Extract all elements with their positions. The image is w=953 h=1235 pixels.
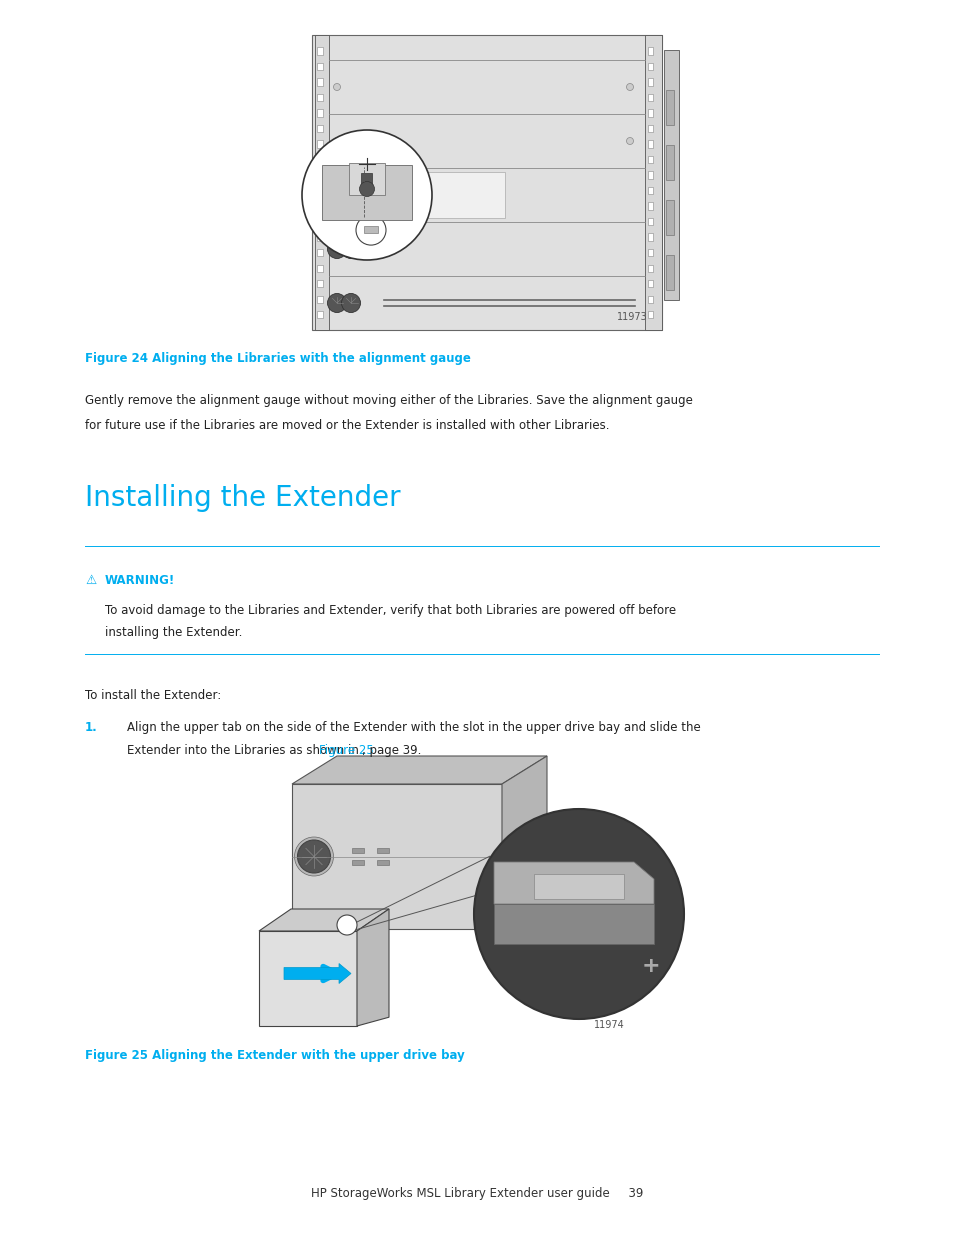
Bar [647, 156, 652, 163]
Circle shape [474, 809, 683, 1019]
Text: Figure 25: Figure 25 [318, 743, 374, 757]
Text: Gently remove the alignment gauge without moving either of the Libraries. Save t: Gently remove the alignment gauge withou… [85, 394, 692, 408]
Bar [647, 172, 652, 179]
Bar [317, 141, 323, 147]
Bar [317, 94, 323, 101]
Bar [665, 144, 673, 180]
Bar [534, 874, 623, 899]
Bar [663, 49, 679, 300]
Polygon shape [258, 909, 389, 931]
Bar [665, 254, 673, 290]
Bar [665, 90, 673, 125]
Bar [644, 35, 661, 330]
Circle shape [341, 240, 360, 258]
Circle shape [334, 137, 340, 144]
Polygon shape [494, 904, 654, 944]
Bar [647, 79, 652, 85]
Bar [317, 219, 323, 225]
Text: 11973: 11973 [616, 312, 647, 322]
Circle shape [334, 84, 340, 90]
Circle shape [626, 137, 633, 144]
Polygon shape [356, 909, 389, 1026]
Bar [376, 860, 389, 864]
Text: Figure 25 Aligning the Extender with the upper drive bay: Figure 25 Aligning the Extender with the… [85, 1049, 464, 1062]
Text: To avoid damage to the Libraries and Extender, verify that both Libraries are po: To avoid damage to the Libraries and Ext… [105, 604, 676, 618]
Polygon shape [501, 756, 546, 929]
Circle shape [626, 84, 633, 90]
Bar [317, 311, 323, 317]
Text: +: + [641, 956, 659, 976]
Bar [647, 295, 652, 303]
Bar [647, 264, 652, 272]
Text: Figure 24 Aligning the Libraries with the alignment gauge: Figure 24 Aligning the Libraries with th… [85, 352, 471, 366]
Text: WARNING!: WARNING! [105, 574, 175, 587]
Bar [352, 848, 364, 853]
Bar [317, 79, 323, 85]
Bar [647, 63, 652, 70]
Bar [647, 280, 652, 287]
Bar [647, 249, 652, 256]
Bar [317, 63, 323, 70]
Circle shape [355, 215, 386, 245]
Bar [361, 173, 372, 185]
Bar [376, 848, 389, 853]
Bar [647, 219, 652, 225]
Bar [317, 264, 323, 272]
Text: 1.: 1. [85, 721, 97, 734]
Text: HP StorageWorks MSL Library Extender user guide     39: HP StorageWorks MSL Library Extender use… [311, 1187, 642, 1200]
Text: ⚠: ⚠ [85, 574, 96, 587]
Bar [317, 125, 323, 132]
Bar [292, 784, 501, 929]
Circle shape [381, 189, 392, 200]
Circle shape [327, 294, 346, 312]
Circle shape [327, 240, 346, 258]
Bar [317, 172, 323, 179]
Circle shape [336, 915, 356, 935]
Bar [647, 186, 652, 194]
Text: Extender into the Libraries as shown in: Extender into the Libraries as shown in [127, 743, 362, 757]
FancyArrow shape [284, 963, 351, 983]
Text: To install the Extender:: To install the Extender: [85, 689, 221, 701]
Bar [647, 125, 652, 132]
Bar [317, 295, 323, 303]
Circle shape [341, 294, 360, 312]
Bar [349, 163, 385, 195]
Bar [317, 203, 323, 210]
Circle shape [297, 840, 330, 873]
Text: Align the upper tab on the side of the Extender with the slot in the upper drive: Align the upper tab on the side of the E… [127, 721, 700, 734]
Bar [647, 311, 652, 317]
Bar [352, 860, 364, 864]
Circle shape [359, 182, 375, 196]
Circle shape [302, 130, 432, 261]
Bar [312, 35, 661, 330]
Text: installing the Extender.: installing the Extender. [105, 626, 242, 638]
Bar [647, 47, 652, 54]
Polygon shape [494, 862, 654, 904]
Text: Installing the Extender: Installing the Extender [85, 484, 400, 513]
Circle shape [294, 837, 334, 876]
Bar [317, 249, 323, 256]
Bar [647, 233, 652, 241]
Bar [322, 165, 412, 220]
Bar [647, 94, 652, 101]
Polygon shape [292, 756, 546, 784]
Bar [665, 200, 673, 235]
Bar [317, 47, 323, 54]
Bar [317, 156, 323, 163]
Text: , page 39.: , page 39. [362, 743, 421, 757]
Bar [317, 280, 323, 287]
Bar [258, 931, 356, 1026]
Text: 11974: 11974 [593, 1020, 623, 1030]
Bar [647, 203, 652, 210]
Bar [317, 186, 323, 194]
Bar [314, 35, 329, 330]
Bar [647, 141, 652, 147]
Bar [317, 233, 323, 241]
Text: for future use if the Libraries are moved or the Extender is installed with othe: for future use if the Libraries are move… [85, 419, 609, 432]
Bar [331, 172, 504, 219]
Bar [317, 110, 323, 116]
Bar [647, 110, 652, 116]
Bar [364, 226, 377, 233]
